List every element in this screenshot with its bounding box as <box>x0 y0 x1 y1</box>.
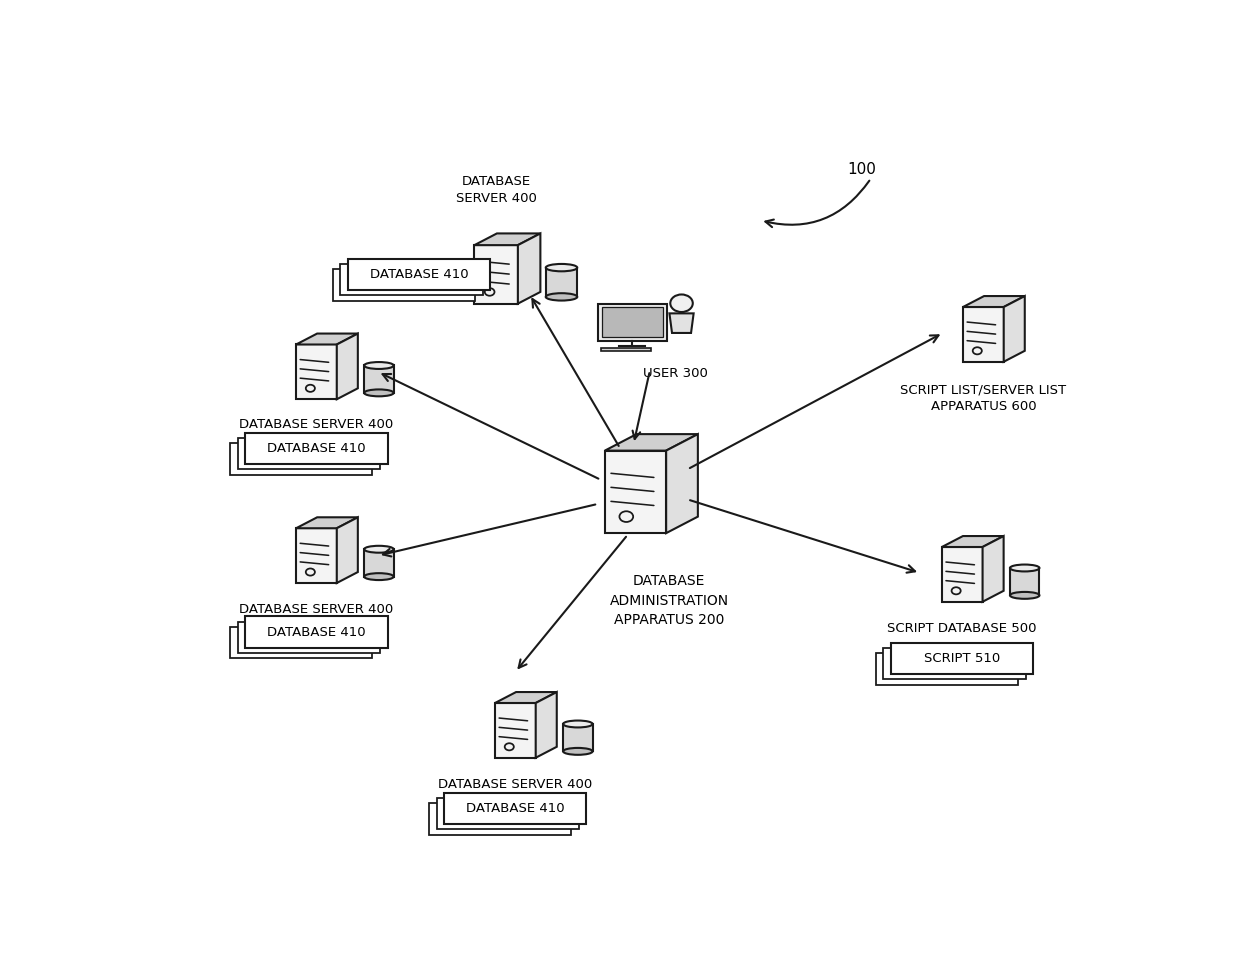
Ellipse shape <box>365 545 393 552</box>
Polygon shape <box>365 365 393 393</box>
Polygon shape <box>982 536 1003 602</box>
Polygon shape <box>296 333 358 345</box>
Polygon shape <box>246 617 388 648</box>
Polygon shape <box>229 627 372 658</box>
Polygon shape <box>1003 296 1024 361</box>
Text: DATABASE
ADMINISTRATION
APPARATUS 200: DATABASE ADMINISTRATION APPARATUS 200 <box>610 575 729 627</box>
Polygon shape <box>875 654 1018 685</box>
Polygon shape <box>670 314 693 333</box>
Polygon shape <box>341 264 482 295</box>
Text: DATABASE 410: DATABASE 410 <box>267 625 366 639</box>
Ellipse shape <box>365 573 393 581</box>
Ellipse shape <box>546 293 578 301</box>
Polygon shape <box>883 648 1025 680</box>
Text: SCRIPT 510: SCRIPT 510 <box>924 652 1001 665</box>
Text: DATABASE 410: DATABASE 410 <box>466 802 564 815</box>
Polygon shape <box>229 443 372 474</box>
Text: SCRIPT DATABASE 500: SCRIPT DATABASE 500 <box>888 621 1037 635</box>
Polygon shape <box>296 528 337 583</box>
Polygon shape <box>495 703 536 758</box>
Ellipse shape <box>546 264 578 272</box>
Polygon shape <box>337 333 358 399</box>
Polygon shape <box>601 348 651 352</box>
Polygon shape <box>238 438 379 469</box>
Circle shape <box>671 294 693 312</box>
Text: DATABASE SERVER 400: DATABASE SERVER 400 <box>239 603 393 616</box>
Polygon shape <box>963 296 1024 307</box>
Polygon shape <box>436 798 579 830</box>
Polygon shape <box>666 434 698 533</box>
Ellipse shape <box>563 721 593 728</box>
Polygon shape <box>475 234 541 245</box>
Polygon shape <box>365 549 393 577</box>
Text: SCRIPT LIST/SERVER LIST
APPARATUS 600: SCRIPT LIST/SERVER LIST APPARATUS 600 <box>900 383 1066 413</box>
Polygon shape <box>942 547 982 602</box>
Polygon shape <box>892 643 1033 674</box>
Polygon shape <box>296 517 358 528</box>
Polygon shape <box>563 724 593 751</box>
Polygon shape <box>601 308 663 337</box>
Polygon shape <box>238 621 379 654</box>
Polygon shape <box>444 793 587 824</box>
Polygon shape <box>598 304 667 341</box>
Text: 100: 100 <box>847 162 875 177</box>
Polygon shape <box>337 517 358 583</box>
FancyArrowPatch shape <box>765 180 869 227</box>
Ellipse shape <box>1009 592 1039 599</box>
Ellipse shape <box>1009 565 1039 572</box>
Text: DATABASE SERVER 400: DATABASE SERVER 400 <box>438 778 593 791</box>
Polygon shape <box>475 245 518 304</box>
Polygon shape <box>429 804 572 835</box>
Polygon shape <box>1009 568 1039 595</box>
Polygon shape <box>605 451 666 533</box>
Text: DATABASE 410: DATABASE 410 <box>370 268 469 281</box>
Polygon shape <box>296 345 337 399</box>
Text: DATABASE
SERVER 400: DATABASE SERVER 400 <box>456 175 537 206</box>
Polygon shape <box>495 693 557 703</box>
Polygon shape <box>536 693 557 758</box>
Polygon shape <box>963 307 1003 361</box>
Polygon shape <box>605 434 698 451</box>
Ellipse shape <box>365 362 393 369</box>
Polygon shape <box>546 268 578 297</box>
Polygon shape <box>246 432 388 465</box>
Text: DATABASE 410: DATABASE 410 <box>267 442 366 455</box>
Text: USER 300: USER 300 <box>644 367 708 381</box>
Ellipse shape <box>365 390 393 396</box>
Polygon shape <box>518 234 541 304</box>
Polygon shape <box>332 269 475 301</box>
Polygon shape <box>348 259 490 290</box>
Ellipse shape <box>563 748 593 755</box>
Polygon shape <box>942 536 1003 547</box>
Text: DATABASE SERVER 400: DATABASE SERVER 400 <box>239 419 393 431</box>
